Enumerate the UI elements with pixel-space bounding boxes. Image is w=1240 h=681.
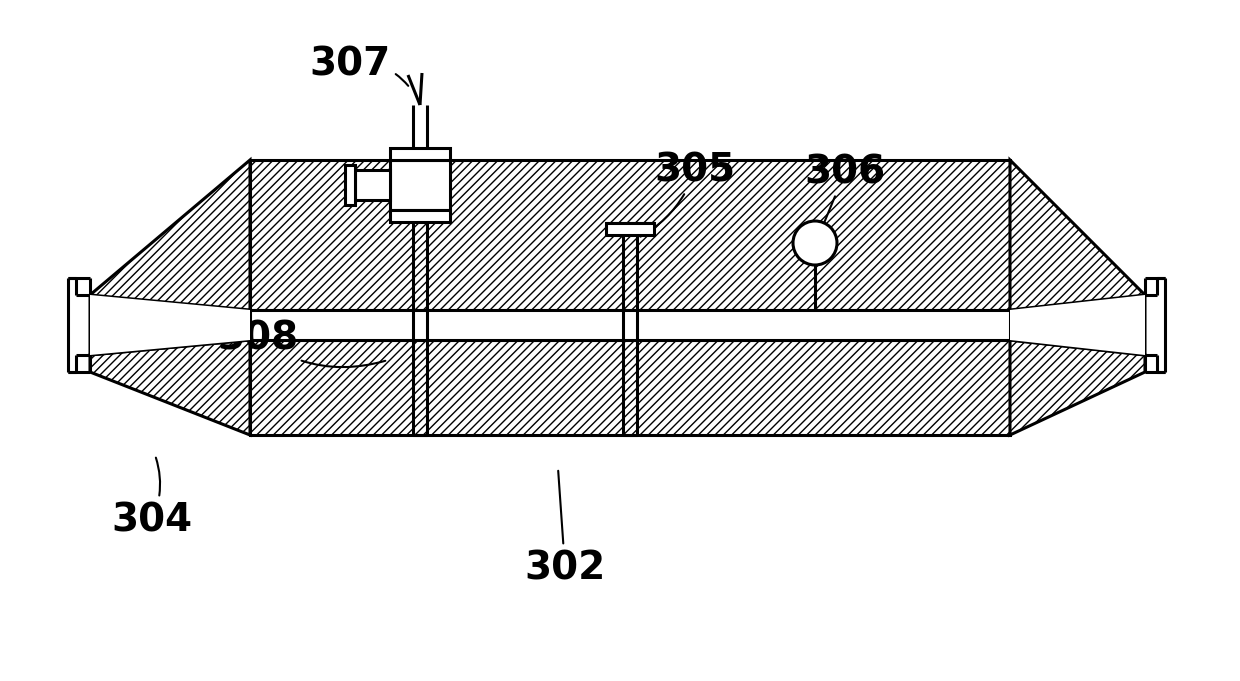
Bar — [391, 148, 450, 160]
Bar — [606, 223, 653, 235]
Bar — [391, 210, 450, 222]
Text: 302: 302 — [525, 471, 605, 587]
Polygon shape — [1011, 295, 1145, 355]
Bar — [250, 310, 1011, 340]
Circle shape — [794, 221, 837, 265]
Polygon shape — [91, 160, 250, 355]
Text: 304: 304 — [112, 458, 192, 539]
Bar — [391, 160, 450, 210]
Text: 307: 307 — [309, 46, 408, 86]
Text: 305: 305 — [640, 151, 735, 237]
Polygon shape — [91, 295, 250, 355]
Text: 308: 308 — [217, 319, 386, 367]
Bar — [345, 165, 355, 205]
Polygon shape — [1011, 340, 1145, 435]
Bar — [355, 170, 391, 200]
Bar — [250, 160, 1011, 310]
Polygon shape — [1011, 160, 1145, 355]
Bar — [250, 340, 1011, 435]
Text: 306: 306 — [805, 153, 885, 242]
Polygon shape — [91, 340, 250, 435]
